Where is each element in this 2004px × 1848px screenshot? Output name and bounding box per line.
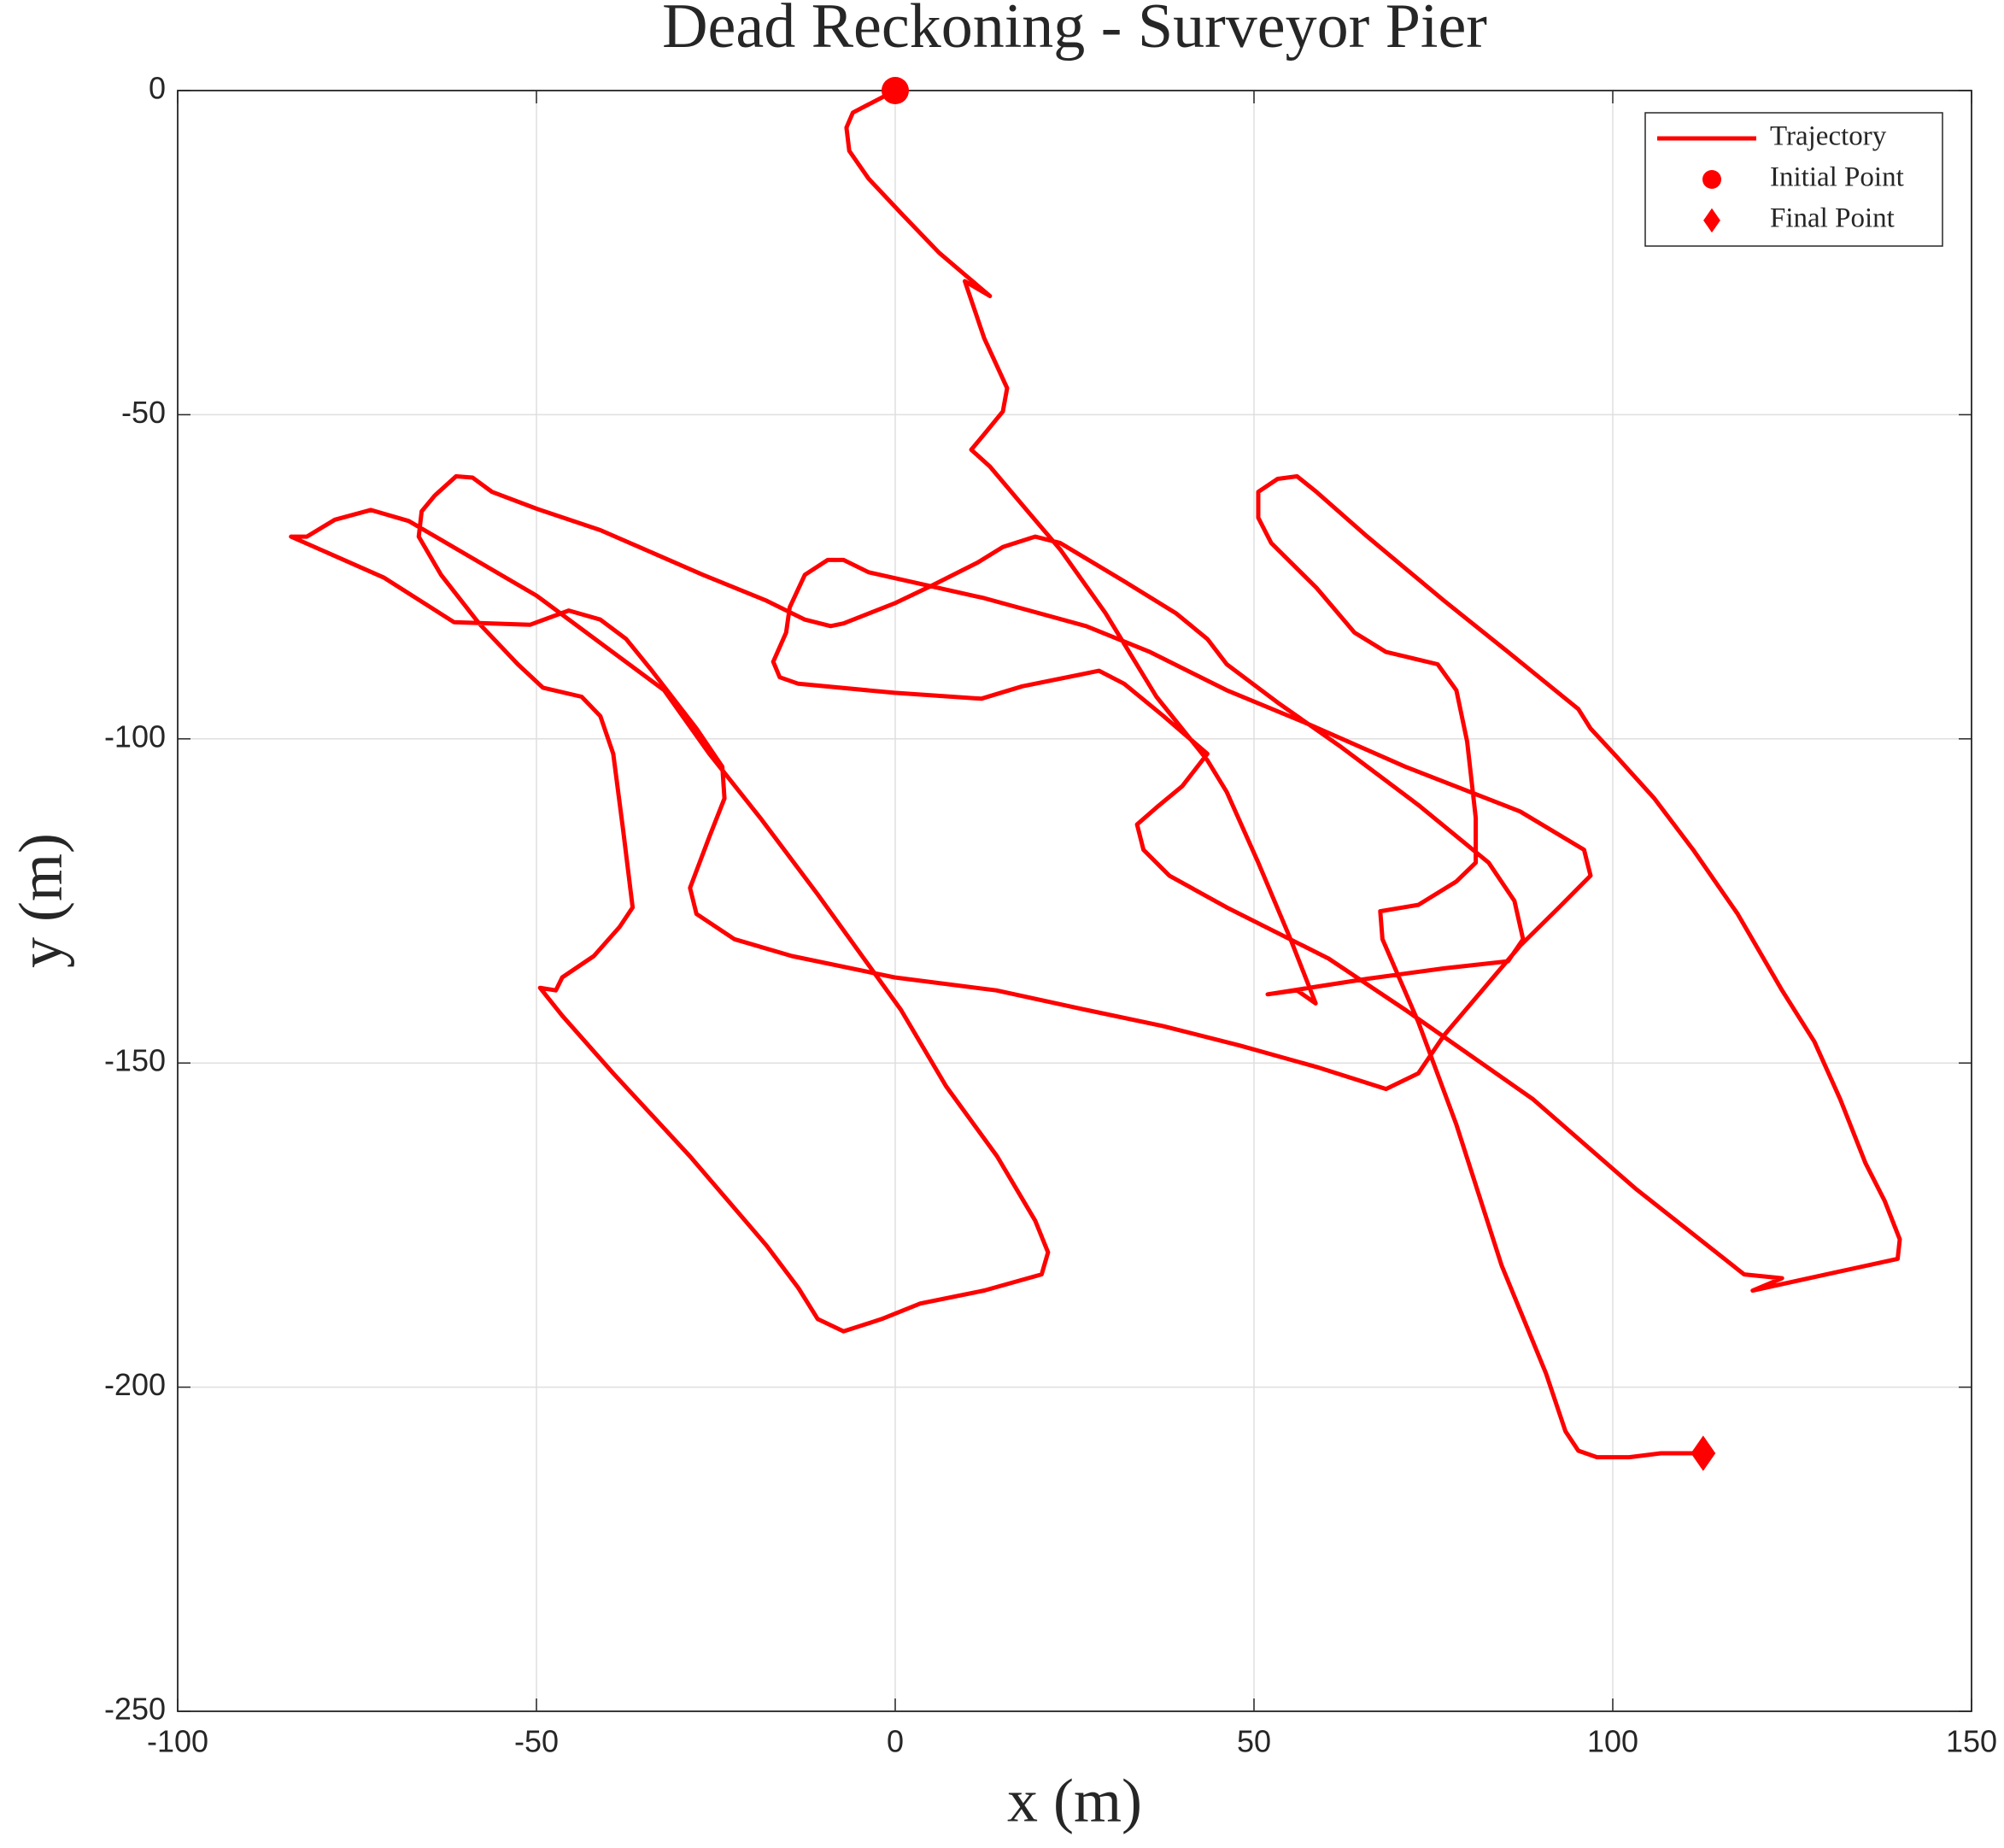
y-tick-label: -250	[104, 1692, 166, 1727]
y-axis-label: y (m)	[7, 833, 75, 968]
legend-box	[1644, 112, 1943, 247]
y-tick-label: -150	[104, 1043, 166, 1078]
y-tick-label: 0	[149, 71, 166, 106]
legend-label: Initial Point	[1770, 162, 1904, 193]
legend-label: Final Point	[1770, 203, 1895, 234]
trajectory-line	[289, 88, 1902, 1460]
x-tick-label: 50	[1237, 1724, 1271, 1759]
diamond-marker	[1691, 1435, 1716, 1471]
y-tick-label: -200	[104, 1367, 166, 1402]
x-tick-label: 0	[887, 1724, 904, 1759]
circle-marker	[882, 77, 909, 104]
x-tick-label: -50	[514, 1724, 559, 1759]
x-tick-label: -100	[147, 1724, 208, 1759]
legend-label: Trajectory	[1770, 121, 1887, 152]
x-axis-label: x (m)	[1007, 1767, 1142, 1835]
chart-title: Dead Reckoning - Surveyor Pier	[662, 0, 1487, 62]
plot-frame	[177, 90, 1972, 1712]
legend-marker	[1703, 208, 1720, 233]
legend-marker	[1702, 170, 1721, 189]
x-tick-label: 100	[1587, 1724, 1638, 1759]
y-tick-label: -100	[104, 719, 166, 754]
y-tick-label: -50	[121, 395, 166, 430]
x-tick-label: 150	[1946, 1724, 1997, 1759]
